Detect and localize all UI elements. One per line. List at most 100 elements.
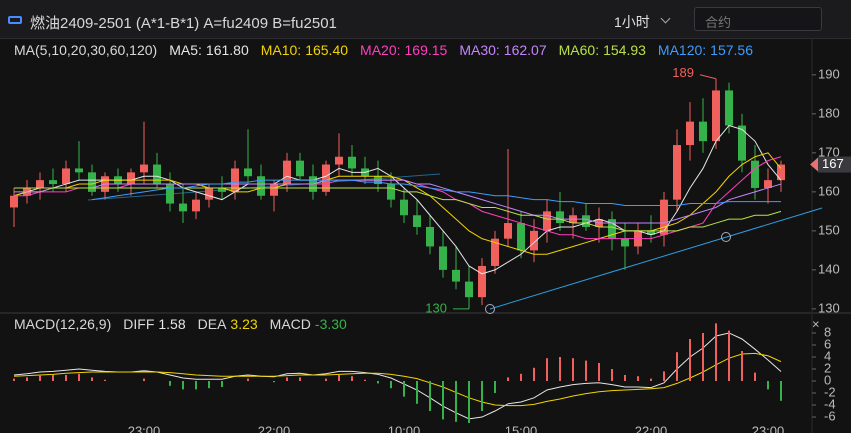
candle-body bbox=[725, 90, 733, 126]
y-tick-label: -2 bbox=[824, 384, 836, 399]
y-tick-label: 6 bbox=[824, 336, 831, 351]
candle-body bbox=[283, 160, 291, 185]
candle-body bbox=[192, 199, 200, 212]
candle-body bbox=[10, 195, 18, 208]
candle-body bbox=[413, 215, 421, 227]
y-tick-label: 0 bbox=[824, 372, 831, 387]
legend-value: 3.23 bbox=[230, 316, 258, 332]
candle-body bbox=[257, 176, 265, 196]
candle-body bbox=[218, 187, 226, 192]
legend-value: 157.56 bbox=[710, 42, 753, 58]
legend-name: DIFF bbox=[123, 316, 155, 332]
candle-body bbox=[517, 223, 525, 251]
candle-body bbox=[127, 172, 135, 185]
candle-body bbox=[777, 164, 785, 181]
x-tick-label: 10:00 bbox=[388, 423, 421, 433]
legend-entry: MA5: 161.80 bbox=[169, 42, 249, 58]
candle-body bbox=[582, 215, 590, 227]
search-input[interactable]: 合约 bbox=[694, 7, 822, 31]
candle-body bbox=[270, 184, 278, 196]
x-tick-label: 23:00 bbox=[128, 423, 161, 433]
candle-body bbox=[712, 90, 720, 142]
y-tick-label: 170 bbox=[818, 144, 840, 159]
candle-body bbox=[491, 238, 499, 266]
candle-body bbox=[75, 168, 83, 173]
y-tick-label: 4 bbox=[824, 348, 831, 363]
ma-line bbox=[13, 152, 782, 255]
legend-name: MA5: bbox=[169, 42, 202, 58]
candle-body bbox=[322, 164, 330, 192]
toolbar: 燃油2409-2501 (A*1-B*1) A=fu2409 B=fu2501 … bbox=[0, 0, 851, 39]
candle-body bbox=[335, 156, 343, 165]
candle-body bbox=[231, 168, 239, 192]
x-tick-label: 22:00 bbox=[258, 423, 291, 433]
legend-name: MA10: bbox=[260, 42, 302, 58]
candle-body bbox=[296, 160, 304, 177]
legend-name: MACD bbox=[269, 316, 311, 332]
legend-entry: DEA 3.23 bbox=[198, 316, 258, 332]
macd-line bbox=[13, 332, 782, 420]
icon bbox=[8, 16, 22, 24]
chart-bg bbox=[0, 38, 851, 433]
chevron bbox=[660, 13, 671, 24]
candle-body bbox=[673, 145, 681, 200]
legend-entry: MA20: 169.15 bbox=[360, 42, 447, 58]
y-tick-label: 2 bbox=[824, 360, 831, 375]
legend: MACD(12,26,9) DIFF 1.58 DEA 3.23 MACD -3.30 bbox=[14, 316, 347, 332]
candle-body bbox=[465, 281, 473, 298]
candle-body bbox=[608, 219, 616, 239]
candle-body bbox=[153, 164, 161, 185]
y-tick-label: 190 bbox=[818, 66, 840, 81]
y-tick-label: 150 bbox=[818, 222, 840, 237]
candle-body bbox=[166, 184, 174, 204]
y-tick-label: -6 bbox=[824, 408, 836, 423]
legend-value: -3.30 bbox=[314, 316, 347, 332]
legend-value: 161.80 bbox=[205, 42, 249, 58]
extreme-label: 189 bbox=[672, 65, 694, 80]
candle-body bbox=[660, 199, 668, 235]
legend-entry: MA60: 154.93 bbox=[559, 42, 646, 58]
y-tick-label: 160 bbox=[818, 183, 840, 198]
candle-body bbox=[244, 168, 252, 177]
candle-body bbox=[426, 226, 434, 247]
y-tick-label: 140 bbox=[818, 261, 840, 276]
candle-body bbox=[452, 269, 460, 282]
trend-handle[interactable] bbox=[485, 304, 495, 314]
legend-title: MA(5,10,20,30,60,120) bbox=[14, 42, 158, 58]
candle-body bbox=[88, 172, 96, 192]
candle-body bbox=[205, 187, 213, 200]
legend-name: MA120: bbox=[657, 42, 707, 58]
candle-body bbox=[478, 265, 486, 298]
extreme-pointer bbox=[699, 74, 717, 80]
legend-entry: MA10: 165.40 bbox=[261, 42, 348, 58]
candle-body bbox=[400, 199, 408, 216]
price-tag bbox=[818, 156, 851, 173]
legend-name: MA60: bbox=[558, 42, 600, 58]
candle-body bbox=[556, 211, 564, 224]
title: 燃油2409-2501 (A*1-B*1) A=fu2409 B=fu2501 bbox=[30, 15, 337, 32]
interval-select[interactable]: 1小时 bbox=[614, 14, 650, 30]
price-tag-label: 167 bbox=[822, 156, 844, 171]
candle-body bbox=[738, 125, 746, 161]
trend-handle[interactable] bbox=[721, 232, 731, 242]
x-tick-label: 15:00 bbox=[505, 423, 538, 433]
candle-body bbox=[140, 164, 148, 173]
candle-body bbox=[699, 121, 707, 142]
legend-entry: MA120: 157.56 bbox=[658, 42, 753, 58]
legend-entry: MA30: 162.07 bbox=[459, 42, 546, 58]
candle-body bbox=[530, 230, 538, 251]
legend: MA(5,10,20,30,60,120) MA5: 161.80 MA10: 165.… bbox=[14, 42, 753, 58]
candle-body bbox=[751, 160, 759, 188]
candle-body bbox=[504, 223, 512, 239]
close-panel[interactable]: × bbox=[812, 316, 820, 331]
macd-line bbox=[13, 352, 782, 407]
x-tick-label: 23:00 bbox=[752, 423, 785, 433]
legend-name: MA30: bbox=[459, 42, 500, 58]
legend-title: MACD(12,26,9) bbox=[14, 316, 112, 332]
ma-line bbox=[91, 179, 781, 207]
ma-line bbox=[14, 179, 782, 224]
y-tick-label: 8 bbox=[824, 324, 831, 339]
legend-value: 1.58 bbox=[158, 316, 186, 332]
